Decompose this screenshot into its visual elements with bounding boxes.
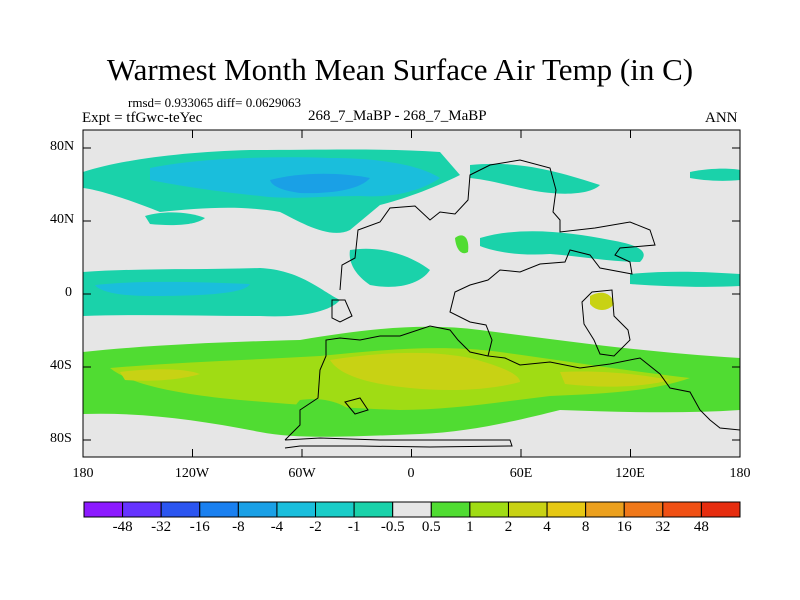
colorbar-swatch xyxy=(315,501,355,518)
colorbar-swatch xyxy=(392,501,432,518)
coastline-east-island xyxy=(581,289,631,357)
colorbar-label: 32 xyxy=(655,519,671,535)
neg-patch-eurasia xyxy=(480,231,644,262)
lon-ticks xyxy=(82,130,631,457)
colorbar-label: 48 xyxy=(693,519,709,535)
colorbar-swatch xyxy=(353,501,394,518)
colorbar-swatch xyxy=(199,501,239,518)
lat-ticks xyxy=(83,147,740,441)
lat-label-40s: 40S xyxy=(50,358,72,373)
coastline-south-pole xyxy=(344,397,369,415)
coastline-main xyxy=(339,159,740,431)
lon-label-120w: 120W xyxy=(174,466,210,481)
neg-atlantic xyxy=(349,248,430,287)
coastline-west-inlet xyxy=(331,299,353,323)
colorbar-swatch xyxy=(585,501,625,518)
colorbar-label: -32 xyxy=(151,519,172,535)
lon-label-60w: 60W xyxy=(288,466,316,481)
colorbar-swatch xyxy=(430,501,471,518)
neg-east-pacific xyxy=(690,168,740,181)
pos-olive-south-east xyxy=(560,371,670,387)
neg-deep-north xyxy=(270,173,370,194)
colorbar-label: -2 xyxy=(309,519,322,535)
comparison-label: 268_7_MaBP - 268_7_MaBP xyxy=(308,108,487,124)
season-label: ANN xyxy=(705,110,738,126)
lon-label-120e: 120E xyxy=(615,466,645,481)
pos-spot-north xyxy=(455,235,469,254)
colorbar-swatch xyxy=(507,501,548,518)
colorbar-label: -8 xyxy=(232,519,245,535)
colorbar-swatch xyxy=(623,501,664,518)
colorbar-swatch xyxy=(469,501,509,518)
coastline-south xyxy=(284,325,513,449)
neg-band-tropics-east xyxy=(630,271,740,287)
colorbar-swatch xyxy=(237,501,278,518)
colorbar-label: -16 xyxy=(189,519,210,535)
neg-band-north-east xyxy=(470,163,600,194)
experiment-label: Expt = tfGwc-teYec xyxy=(82,110,203,126)
lon-label-180e: 180 xyxy=(729,466,751,481)
colorbar-swatch xyxy=(546,501,587,518)
colorbar-label: -1 xyxy=(347,519,361,535)
neg-patch-40n xyxy=(145,212,205,226)
neg-tropics-core xyxy=(95,281,250,296)
colorbar-swatch xyxy=(160,501,201,518)
pos-olive-south xyxy=(330,352,520,390)
lon-label-0: 0 xyxy=(407,466,415,481)
lat-label-0: 0 xyxy=(65,285,72,300)
stats-line: rmsd= 0.933065 diff= 0.0629063 xyxy=(128,95,301,110)
colorbar-label: 2 xyxy=(504,519,513,535)
colorbar-label: 4 xyxy=(543,519,551,535)
colorbar-swatch xyxy=(122,501,162,518)
colorbar-swatch xyxy=(276,501,317,518)
pos-olive-south-west xyxy=(120,369,200,381)
plot-title: Warmest Month Mean Surface Air Temp (in … xyxy=(106,52,694,87)
lon-label-180w: 180 xyxy=(72,466,94,481)
map-field xyxy=(83,130,740,457)
colorbar-label: 16 xyxy=(616,519,632,535)
lat-label-40n: 40N xyxy=(50,212,75,227)
lat-label-80n: 80N xyxy=(50,139,75,154)
colorbar-label: 8 xyxy=(581,519,590,535)
colorbar xyxy=(83,501,741,518)
pos-spot-asia xyxy=(590,292,614,310)
colorbar-label: 0.5 xyxy=(421,519,441,535)
colorbar-label: -48 xyxy=(112,519,133,535)
colorbar-label: -0.5 xyxy=(380,519,405,535)
colorbar-swatch xyxy=(700,501,741,518)
lon-label-60e: 60E xyxy=(509,466,533,481)
lat-label-80s: 80S xyxy=(50,431,72,446)
pos-south-atlantic xyxy=(290,399,360,429)
colorbar-label: -4 xyxy=(270,519,284,535)
colorbar-swatch xyxy=(83,501,124,518)
colorbar-swatch xyxy=(662,501,702,518)
colorbar-label: 1 xyxy=(466,519,474,535)
